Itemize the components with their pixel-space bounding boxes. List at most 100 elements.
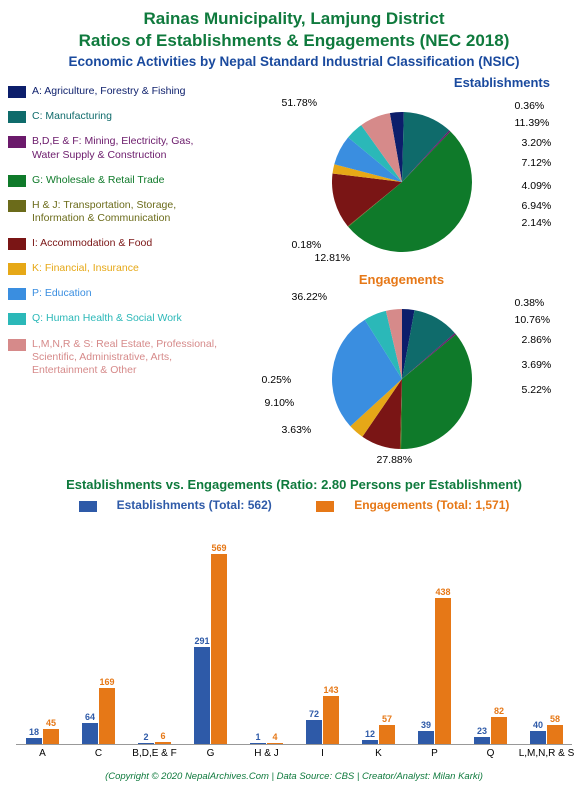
legend-label: B,D,E & F: Mining, Electricity, Gas, Wat… (32, 135, 223, 161)
bar-value: 82 (494, 706, 504, 716)
legend-swatch (8, 263, 26, 275)
bar-category-label: B,D,E & F (132, 748, 176, 759)
pie-wrap: 2.86% 10.76% 0.38% 36.22% 0.25% 9.10% 3.63% 27.… (227, 289, 577, 469)
bar-value: 40 (533, 720, 543, 730)
bar-value: 57 (382, 714, 392, 724)
bar-group: 72143I (306, 696, 339, 744)
bar-eng: 143 (323, 696, 339, 744)
bar-eng: 6 (155, 742, 171, 744)
bar-value: 18 (29, 727, 39, 737)
legend-item: C: Manufacturing (8, 110, 223, 123)
pie-slice-label: 3.20% (522, 137, 552, 149)
pie-svg (332, 112, 472, 252)
copyright: (Copyright © 2020 NepalArchives.Com | Da… (8, 771, 580, 782)
pies-column: Establishments3.20%11.39%0.36%51.78%0.18… (223, 75, 580, 469)
bar-est: 39 (418, 731, 434, 744)
bar-est: 2 (138, 743, 154, 744)
legend-label: L,M,N,R & S: Real Estate, Professional, … (32, 338, 223, 377)
pie-slice-label: 5.22% (522, 384, 552, 396)
ratio-title: Establishments vs. Engagements (Ratio: 2… (8, 477, 580, 492)
pie-slice-label: 12.81% (315, 252, 351, 264)
bar-eng: 82 (491, 717, 507, 744)
legend-label: A: Agriculture, Forestry & Fishing (32, 85, 185, 98)
bar-est: 18 (26, 738, 42, 744)
legend-column: A: Agriculture, Forestry & Fishing C: Man… (8, 75, 223, 469)
legend-item: I: Accommodation & Food (8, 237, 223, 250)
bar-est: 291 (194, 647, 210, 744)
legend-item: G: Wholesale & Retail Trade (8, 174, 223, 187)
bar-value: 2 (143, 732, 148, 742)
bar-category-label: Q (487, 748, 495, 759)
bar-category-label: L,M,N,R & S (519, 748, 575, 759)
legend-swatch (8, 111, 26, 123)
bar-group: 64169C (82, 688, 115, 744)
bar-value: 58 (550, 714, 560, 724)
bar-value: 6 (160, 731, 165, 741)
bar-eng: 438 (435, 598, 451, 744)
bar-est: 72 (306, 720, 322, 744)
bar-est: 64 (82, 723, 98, 744)
bar-category-label: P (431, 748, 438, 759)
pie-slice-label: 27.88% (377, 454, 413, 466)
legend-item: L,M,N,R & S: Real Estate, Professional, … (8, 338, 223, 377)
legend-swatch (8, 86, 26, 98)
pie-slice-label: 36.22% (292, 291, 328, 303)
legend-label: C: Manufacturing (32, 110, 112, 123)
bar-value: 438 (435, 587, 450, 597)
pie-slice-label: 6.94% (522, 200, 552, 212)
bar-category-label: I (321, 748, 324, 759)
bar-eng: 569 (211, 554, 227, 744)
pie-title: Establishments (454, 75, 550, 90)
bar-legend-eng: Engagements (Total: 1,571) (306, 498, 519, 512)
bar-group: 4058L,M,N,R & S (530, 725, 563, 744)
bar-category-label: H & J (254, 748, 278, 759)
legend-swatch (8, 200, 26, 212)
bar-value: 12 (365, 729, 375, 739)
bar-category-label: C (95, 748, 102, 759)
legend-swatch (8, 339, 26, 351)
bar-eng: 169 (99, 688, 115, 744)
pie-slice-label: 0.36% (515, 100, 545, 112)
pie-slice-label: 0.25% (262, 374, 292, 386)
bar-est: 23 (474, 737, 490, 745)
title-line1: Rainas Municipality, Lamjung District (8, 8, 580, 30)
legend-item: K: Financial, Insurance (8, 262, 223, 275)
bottom-section: Establishments vs. Engagements (Ratio: 2… (8, 477, 580, 745)
pie-wrap: 3.20%11.39%0.36%51.78%0.18%12.81%2.14%6.… (227, 92, 577, 272)
pie-slice-label: 0.38% (515, 297, 545, 309)
bar-group: 291569G (194, 554, 227, 744)
legend-swatch (8, 238, 26, 250)
pie-svg (332, 309, 472, 449)
pie-slice-label: 10.76% (515, 314, 551, 326)
bar-value: 169 (99, 677, 114, 687)
pie-slice-label: 51.78% (282, 97, 318, 109)
legend-label: K: Financial, Insurance (32, 262, 139, 275)
legend-swatch (8, 288, 26, 300)
bar-group: 1257K (362, 725, 395, 744)
bar-category-label: G (207, 748, 215, 759)
legend-item: B,D,E & F: Mining, Electricity, Gas, Wat… (8, 135, 223, 161)
eng-swatch (316, 501, 334, 512)
top-section: A: Agriculture, Forestry & Fishing C: Man… (8, 75, 580, 469)
pie-title: Engagements (359, 272, 444, 287)
bar-group: 14H & J (250, 743, 283, 744)
pie-slice-label: 3.63% (282, 424, 312, 436)
pie-slice-label: 3.69% (522, 359, 552, 371)
legend-label: I: Accommodation & Food (32, 237, 152, 250)
pie-slice-label: 7.12% (522, 157, 552, 169)
bar-eng: 57 (379, 725, 395, 744)
legend-item: Q: Human Health & Social Work (8, 312, 223, 325)
bar-group: 1845A (26, 729, 59, 744)
eng-legend-label: Engagements (Total: 1,571) (354, 498, 509, 512)
legend-label: H & J: Transportation, Storage, Informat… (32, 199, 223, 225)
pie-slice-label: 2.86% (522, 334, 552, 346)
bar-value: 291 (194, 636, 209, 646)
bar-est: 1 (250, 743, 266, 744)
est-legend-label: Establishments (Total: 562) (117, 498, 272, 512)
pie-slice-label: 9.10% (265, 397, 295, 409)
bar-value: 569 (211, 543, 226, 553)
legend-item: H & J: Transportation, Storage, Informat… (8, 199, 223, 225)
bar-group: 2382Q (474, 717, 507, 744)
bar-group: 26B,D,E & F (138, 742, 171, 744)
legend-label: Q: Human Health & Social Work (32, 312, 182, 325)
